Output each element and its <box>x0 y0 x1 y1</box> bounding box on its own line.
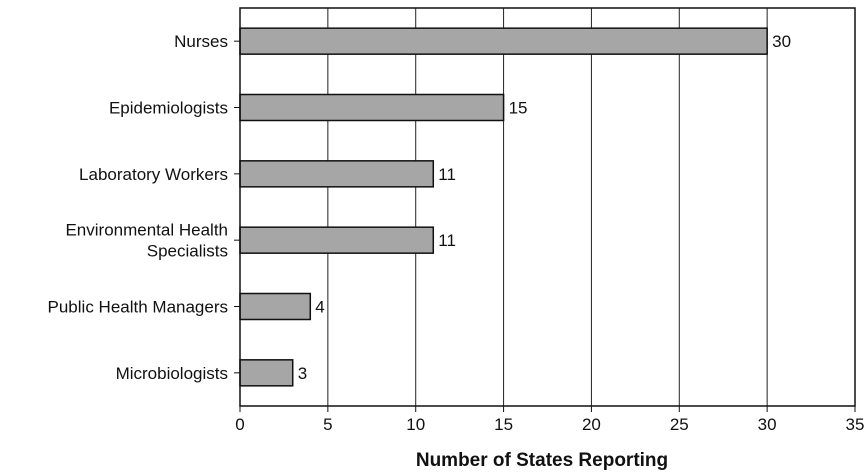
bar <box>239 93 505 122</box>
x-tick-label: 30 <box>758 415 777 434</box>
gridlines <box>327 8 768 406</box>
x-tick-label: 25 <box>670 415 689 434</box>
data-label: 3 <box>298 364 307 383</box>
data-label: 15 <box>509 99 528 118</box>
x-tick-label: 0 <box>235 415 244 434</box>
bar <box>239 160 435 188</box>
category-label: Microbiologists <box>116 364 228 383</box>
plot-border <box>239 7 856 407</box>
x-tick-label: 15 <box>494 415 513 434</box>
data-label: 11 <box>438 231 456 250</box>
bar <box>239 359 294 387</box>
x-tick-label: 20 <box>582 415 601 434</box>
category-label: Epidemiologists <box>109 99 228 118</box>
plot-frame <box>234 7 856 407</box>
category-label: Specialists <box>147 242 228 261</box>
bar <box>239 292 312 321</box>
category-label: Nurses <box>174 32 228 51</box>
data-label: 4 <box>315 298 324 317</box>
x-tick-label: 35 <box>846 415 865 434</box>
category-labels: Nurses Epidemiologists Laboratory Workers E… <box>48 32 228 383</box>
category-label: Environmental Health <box>65 221 228 240</box>
data-label: 30 <box>772 32 791 51</box>
bar <box>239 226 435 254</box>
data-label: 11 <box>438 165 456 184</box>
x-axis-title: Number of States Reporting <box>416 450 668 471</box>
bars <box>239 27 768 387</box>
category-label: Public Health Managers <box>48 298 228 317</box>
x-tick-label: 10 <box>406 415 425 434</box>
value-labels: 30 15 11 11 4 3 <box>298 32 791 383</box>
x-tick-label: 5 <box>323 415 332 434</box>
category-label: Laboratory Workers <box>79 165 228 184</box>
x-axis-ticks: 0 5 10 15 20 25 30 35 <box>235 406 864 434</box>
bar <box>239 27 768 55</box>
